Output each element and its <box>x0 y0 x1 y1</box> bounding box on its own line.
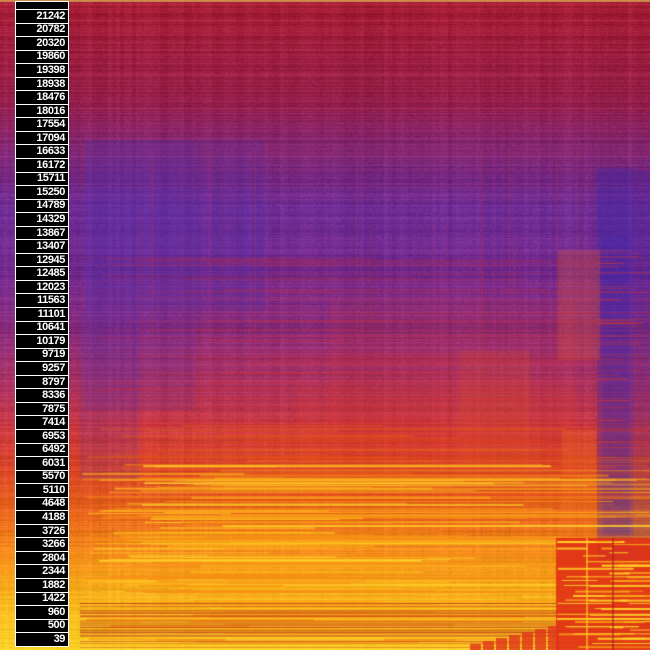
freq-tick: 9257 <box>15 361 69 376</box>
freq-tick: 12485 <box>15 266 69 281</box>
freq-tick: 12945 <box>15 252 69 268</box>
frequency-ruler[interactable]: 21242 20782 20320 19860 19398 18938 18476 18016… <box>15 1 69 647</box>
freq-tick: 6031 <box>15 456 69 471</box>
freq-tick: 500 <box>15 618 69 634</box>
freq-tick: 5570 <box>15 469 69 485</box>
freq-tick: 2804 <box>15 550 69 566</box>
freq-tick: 14329 <box>15 212 69 227</box>
freq-tick: 11101 <box>15 307 69 322</box>
freq-tick: 19860 <box>15 49 69 65</box>
freq-tick: 21242 <box>15 9 69 24</box>
freq-tick: 17554 <box>15 117 69 132</box>
freq-tick: 15250 <box>15 185 69 200</box>
freq-tick: 16172 <box>15 158 69 173</box>
freq-tick: 39 <box>15 632 69 647</box>
freq-tick: 20320 <box>15 36 69 51</box>
freq-tick: 18016 <box>15 103 69 119</box>
freq-tick: 1422 <box>15 591 69 607</box>
freq-tick: 10641 <box>15 320 69 336</box>
freq-tick: 1882 <box>15 577 69 593</box>
freq-tick: 6953 <box>15 428 69 444</box>
freq-tick: 20782 <box>15 22 69 38</box>
freq-tick: 4648 <box>15 496 69 512</box>
freq-tick: 15711 <box>15 171 69 187</box>
freq-tick: 4188 <box>15 510 69 525</box>
freq-tick: 19398 <box>15 63 69 78</box>
freq-tick: 8336 <box>15 388 69 403</box>
freq-tick: 7414 <box>15 415 69 430</box>
freq-tick: 10179 <box>15 334 69 349</box>
freq-tick: 18476 <box>15 90 69 105</box>
freq-tick: 12023 <box>15 279 69 295</box>
freq-tick: 18938 <box>15 76 69 92</box>
freq-tick: 960 <box>15 605 69 620</box>
freq-tick: 7875 <box>15 401 69 417</box>
freq-tick: 9719 <box>15 347 69 363</box>
freq-tick: 2344 <box>15 564 69 579</box>
freq-tick: 13867 <box>15 225 69 241</box>
freq-tick: 3266 <box>15 537 69 552</box>
freq-tick: 13407 <box>15 239 69 254</box>
freq-tick: 11563 <box>15 293 69 309</box>
freq-tick: 14789 <box>15 198 69 214</box>
freq-tick: 6492 <box>15 442 69 458</box>
freq-tick: 8797 <box>15 374 69 390</box>
freq-tick: 16633 <box>15 144 69 160</box>
freq-tick: 17094 <box>15 130 69 146</box>
freq-tick: 5110 <box>15 483 69 498</box>
freq-tick: 3726 <box>15 523 69 539</box>
